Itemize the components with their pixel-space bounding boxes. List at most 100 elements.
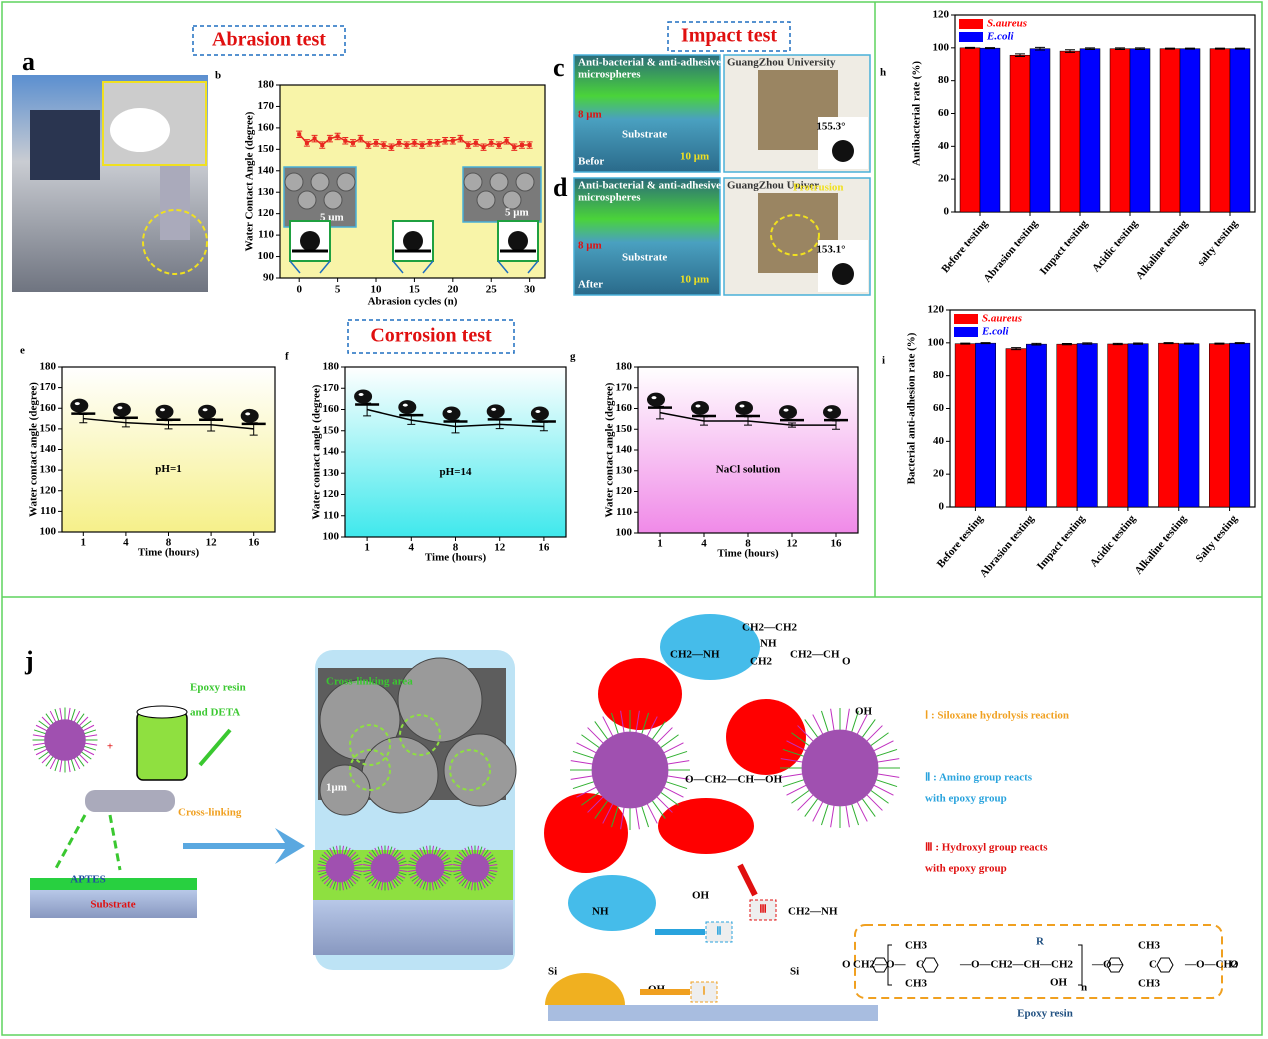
sem-image (573, 54, 721, 173)
point (389, 145, 394, 150)
x-tick-label: Acidic testing (1088, 512, 1139, 569)
y-axis-label: Water Contact Angle (degree) (244, 111, 256, 251)
bar (1079, 48, 1101, 213)
marker-box (749, 899, 777, 921)
droplet (354, 389, 373, 404)
y-tick-label: 180 (40, 361, 57, 373)
droplet-highlight (447, 410, 452, 413)
reaction-site-iii (658, 798, 754, 854)
sem-sphere (397, 657, 483, 743)
x-tick-label: 8 (166, 537, 172, 549)
point (327, 136, 332, 141)
plot-background (345, 367, 566, 537)
panel-label: g (570, 351, 576, 363)
error-bar (1185, 47, 1195, 50)
marker-arrow (737, 863, 758, 897)
legend-label: E.coli (986, 31, 1015, 43)
y-axis-label: Antibacterial rate (%) (911, 61, 923, 166)
x-tick-label: Abrasion testing (981, 217, 1040, 284)
y-tick-label: 180 (258, 79, 275, 91)
panel-label: a (22, 47, 35, 76)
annotation: NaCl solution (716, 463, 781, 475)
droplet (647, 392, 665, 407)
sem-sphere (297, 190, 317, 210)
y-tick-label: 90 (263, 272, 275, 284)
point (358, 136, 363, 141)
bar (1179, 48, 1201, 213)
x-tick-label: 1 (657, 538, 663, 550)
marker-box (705, 921, 733, 943)
bar (1005, 348, 1027, 508)
error-bar (1011, 347, 1022, 351)
point (466, 143, 471, 148)
inset-pointer (392, 260, 434, 274)
plus: + (107, 741, 113, 753)
y-tick-label: 20 (938, 173, 950, 185)
inset-pointer (497, 260, 539, 274)
chem-fragment: NH (592, 906, 609, 918)
point (496, 143, 501, 148)
y-tick-label: 130 (258, 186, 275, 198)
label: 153.1° (816, 244, 845, 256)
y-axis-label: Water contact angle (degree) (604, 382, 616, 517)
plot-background (638, 367, 858, 533)
defect-circle (770, 214, 820, 256)
legend-label: S.aureus (987, 18, 1027, 30)
label: Anti-bacterial & anti-adhesive (578, 180, 721, 192)
point (512, 145, 517, 150)
point (381, 143, 386, 148)
chem-fragment: O—CH2—CH—OH (685, 774, 783, 786)
substrate-block (313, 900, 513, 955)
x-tick-label: Impact testing (1035, 512, 1088, 572)
y-tick-label: 110 (40, 505, 56, 517)
label: microspheres (578, 192, 641, 204)
label: Substrate (90, 899, 135, 911)
point (350, 140, 355, 145)
point (504, 138, 509, 143)
x-tick-label: 20 (447, 284, 459, 296)
label: GuangZhou University (727, 57, 836, 69)
error-bar (1015, 53, 1025, 58)
plot-frame (279, 84, 546, 279)
droplet-highlight (74, 402, 80, 406)
x-tick-label: 4 (701, 538, 707, 550)
bar (1109, 48, 1131, 213)
photo-circle (142, 209, 208, 275)
microsphere (370, 853, 400, 883)
droplet (112, 402, 131, 417)
x-tick-label: 8 (453, 542, 459, 554)
heading: Impact test (681, 25, 777, 47)
y-tick-label: 20 (933, 468, 945, 480)
x-tick-label: Acidic testing (1090, 217, 1141, 274)
chem-fragment: CH2—CH2 (742, 622, 798, 634)
y-tick-label: 100 (928, 336, 945, 348)
point (489, 140, 494, 145)
error-bar (1082, 342, 1093, 345)
droplet-highlight (160, 408, 165, 412)
chem-fragment: NH (760, 638, 777, 650)
y-tick-label: 170 (40, 381, 57, 393)
reaction-site-iii (544, 793, 628, 873)
droplet (823, 405, 841, 420)
y-tick-label: 180 (616, 361, 633, 373)
sem-sphere (502, 190, 522, 210)
microsphere (460, 853, 490, 883)
sem-sphere (319, 679, 401, 761)
x-tick-label: Before testing (939, 217, 990, 275)
formula-part: CH2—O— (853, 959, 907, 971)
y-tick-label: 40 (938, 140, 950, 152)
label: After (578, 279, 603, 291)
point (312, 136, 317, 141)
point (435, 140, 440, 145)
beaker (136, 711, 188, 781)
label: Cross-linking area (326, 676, 413, 688)
x-axis-label: Time (hours) (138, 547, 200, 559)
y-tick-label: 160 (616, 402, 633, 414)
x-axis-label: Time (hours) (717, 548, 779, 560)
droplet (691, 400, 709, 415)
error-bar (960, 342, 971, 345)
y-tick-label: 130 (40, 464, 57, 476)
y-tick-label: 0 (944, 206, 950, 218)
formula-part: n (1081, 982, 1087, 994)
